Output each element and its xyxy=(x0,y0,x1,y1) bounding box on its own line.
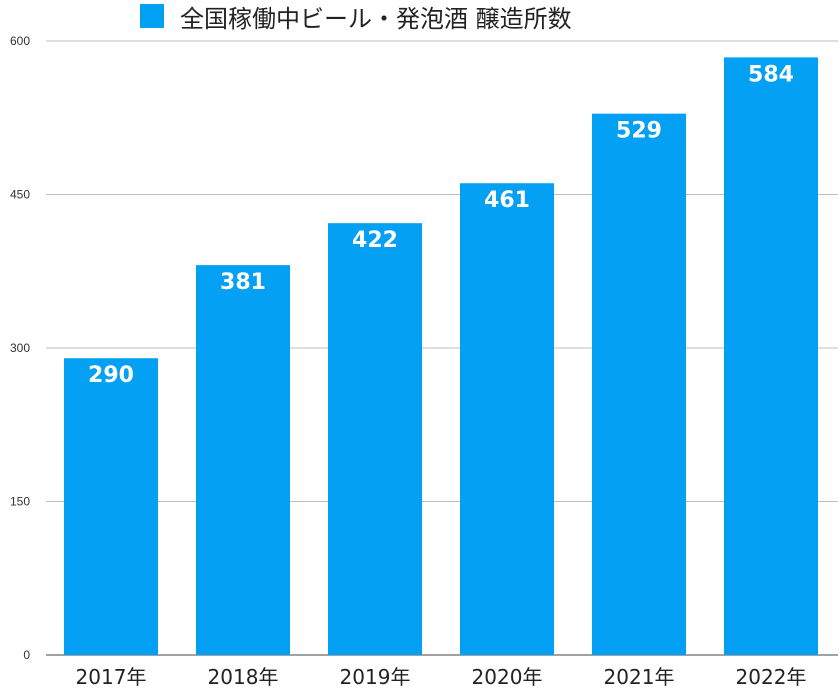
x-tick-label: 2020年 xyxy=(472,665,543,689)
bar xyxy=(460,183,554,655)
data-label: 381 xyxy=(220,270,266,295)
bar xyxy=(724,57,818,655)
x-tick-label: 2018年 xyxy=(208,665,279,689)
data-label: 584 xyxy=(748,62,794,87)
y-tick-label: 0 xyxy=(23,648,30,662)
legend: 全国稼働中ビール・発泡酒 醸造所数 xyxy=(140,4,572,33)
y-tick-label: 450 xyxy=(10,188,30,202)
bar xyxy=(64,358,158,655)
gridlines xyxy=(46,40,838,656)
bar xyxy=(196,265,290,655)
bar xyxy=(328,223,422,656)
x-tick-label: 2021年 xyxy=(604,665,675,689)
data-label: 529 xyxy=(616,119,662,144)
data-label: 461 xyxy=(484,188,530,213)
x-axis: 2017年 2018年 2019年 2020年 2021年 2022年 xyxy=(76,665,807,689)
x-tick-label: 2019年 xyxy=(340,665,411,689)
legend-label: 全国稼働中ビール・発泡酒 醸造所数 xyxy=(180,5,572,33)
bars xyxy=(64,57,818,656)
data-label: 290 xyxy=(88,363,134,388)
x-tick-label: 2022年 xyxy=(736,665,807,689)
data-label: 422 xyxy=(352,228,398,253)
legend-swatch xyxy=(140,4,164,28)
y-tick-label: 300 xyxy=(10,341,30,355)
x-tick-label: 2017年 xyxy=(76,665,147,689)
y-tick-label: 600 xyxy=(10,34,30,48)
bar xyxy=(592,113,686,655)
y-axis: 0 150 300 450 600 xyxy=(10,34,30,662)
data-labels: 290 381 422 461 529 584 xyxy=(88,62,794,388)
y-tick-label: 150 xyxy=(10,495,30,509)
